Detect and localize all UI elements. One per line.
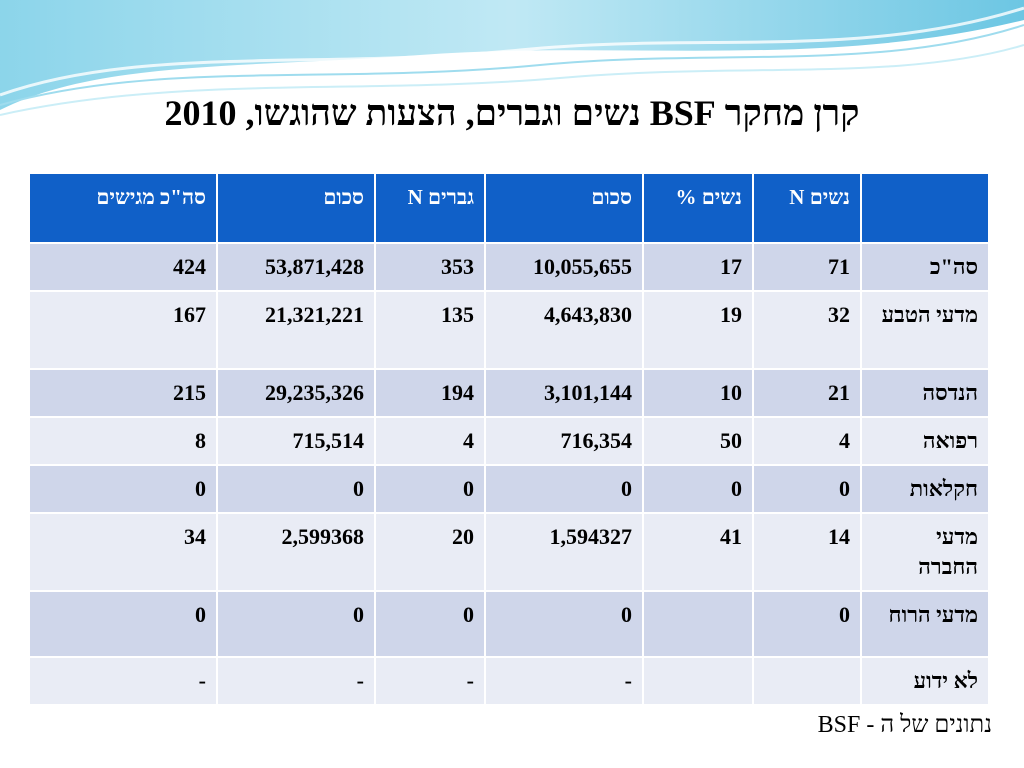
- table-cell: 34: [28, 512, 218, 592]
- table-cell: [642, 590, 754, 658]
- table-cell: 353: [374, 242, 486, 292]
- table-cell: [752, 656, 862, 706]
- table-cell: 10: [642, 368, 754, 418]
- table-row: לא ידוע - - - -: [28, 656, 990, 706]
- table-cell: 4: [374, 416, 486, 466]
- header-men-n: גברים N: [374, 172, 486, 244]
- table-cell: -: [484, 656, 644, 706]
- table-cell: 21: [752, 368, 862, 418]
- table-cell: 0: [642, 464, 754, 514]
- table-cell: 135: [374, 290, 486, 370]
- table-cell: 21,321,221: [216, 290, 376, 370]
- table-cell: מדעי החברה: [860, 512, 990, 592]
- table-cell: 17: [642, 242, 754, 292]
- table-cell: 2,599368: [216, 512, 376, 592]
- table-cell: 0: [752, 464, 862, 514]
- table-cell: חקלאות: [860, 464, 990, 514]
- table-cell: 167: [28, 290, 218, 370]
- table-cell: 716,354: [484, 416, 644, 466]
- table-cell: 0: [216, 464, 376, 514]
- table-cell: 715,514: [216, 416, 376, 466]
- table-cell: 50: [642, 416, 754, 466]
- table-row: רפואה 4 50 716,354 4 715,514 8: [28, 416, 990, 466]
- table-cell: [642, 656, 754, 706]
- table-cell: 0: [752, 590, 862, 658]
- table-cell: 0: [484, 464, 644, 514]
- table-cell: מדעי הטבע: [860, 290, 990, 370]
- table-cell: -: [216, 656, 376, 706]
- table-row: מדעי הרוח 0 0 0 0 0: [28, 590, 990, 658]
- table-row: מדעי החברה 14 41 1,594327 20 2,599368 34: [28, 512, 990, 592]
- table-cell: 53,871,428: [216, 242, 376, 292]
- table-cell: 1,594327: [484, 512, 644, 592]
- header-total-applicants: סה"כ מגישים: [28, 172, 218, 244]
- table-cell: 194: [374, 368, 486, 418]
- table-row: מדעי הטבע 32 19 4,643,830 135 21,321,221…: [28, 290, 990, 370]
- table-cell: 10,055,655: [484, 242, 644, 292]
- table-cell: 19: [642, 290, 754, 370]
- table-row: סה"כ 71 17 10,055,655 353 53,871,428 424: [28, 242, 990, 292]
- table-cell: 4,643,830: [484, 290, 644, 370]
- table-cell: 424: [28, 242, 218, 292]
- table-row: חקלאות 0 0 0 0 0 0: [28, 464, 990, 514]
- table-cell: לא ידוע: [860, 656, 990, 706]
- page-title: קרן מחקר BSF נשים וגברים, הצעות שהוגשו, …: [164, 93, 860, 133]
- table-cell: רפואה: [860, 416, 990, 466]
- header-men-amount: סכום: [216, 172, 376, 244]
- table-cell: 0: [28, 464, 218, 514]
- table-cell: 0: [374, 464, 486, 514]
- table-header-row: נשים N נשים % סכום גברים N סכום סה"כ מגי…: [28, 172, 990, 244]
- header-women-pct: נשים %: [642, 172, 754, 244]
- table-cell: 0: [374, 590, 486, 658]
- table-cell: 8: [28, 416, 218, 466]
- header-women-n: נשים N: [752, 172, 862, 244]
- header-category: [860, 172, 990, 244]
- table-cell: 14: [752, 512, 862, 592]
- table-cell: -: [28, 656, 218, 706]
- table-cell: 3,101,144: [484, 368, 644, 418]
- table-cell: 71: [752, 242, 862, 292]
- source-note: נתונים של ה - BSF: [817, 712, 992, 738]
- table-cell: סה"כ: [860, 242, 990, 292]
- table-cell: 4: [752, 416, 862, 466]
- table-row: הנדסה 21 10 3,101,144 194 29,235,326 215: [28, 368, 990, 418]
- table-cell: 0: [484, 590, 644, 658]
- table-cell: 0: [216, 590, 376, 658]
- table-cell: 20: [374, 512, 486, 592]
- table-cell: 41: [642, 512, 754, 592]
- table-cell: 215: [28, 368, 218, 418]
- table-cell: הנדסה: [860, 368, 990, 418]
- table-cell: 29,235,326: [216, 368, 376, 418]
- table-cell: -: [374, 656, 486, 706]
- table-cell: 0: [28, 590, 218, 658]
- decorative-wave-banner: [0, 0, 1024, 116]
- header-women-amount: סכום: [484, 172, 644, 244]
- table-cell: מדעי הרוח: [860, 590, 990, 658]
- data-table: נשים N נשים % סכום גברים N סכום סה"כ מגי…: [28, 172, 990, 706]
- table-cell: 32: [752, 290, 862, 370]
